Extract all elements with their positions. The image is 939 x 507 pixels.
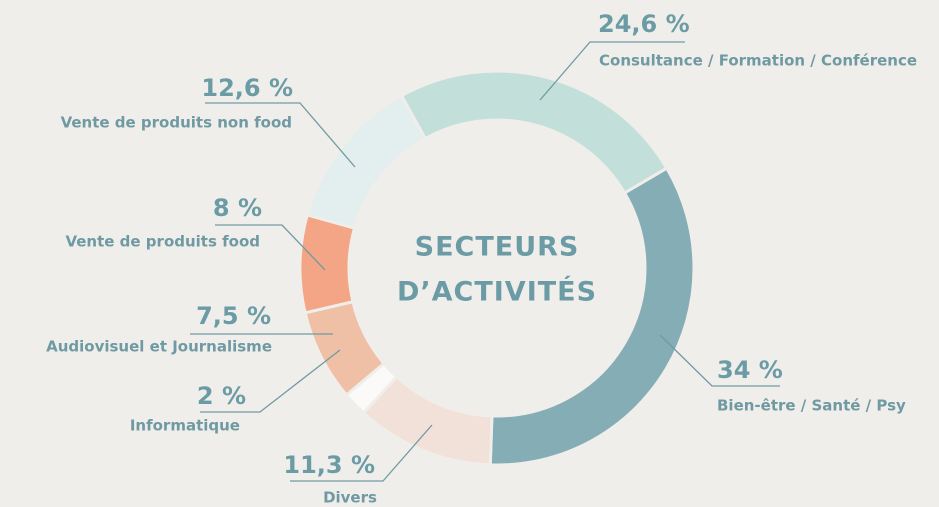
leader-line [290, 424, 433, 482]
donut-segment [488, 166, 696, 467]
category-label: Informatique [130, 417, 240, 435]
value-label: 34 % [717, 356, 783, 384]
category-label: Bien-être / Santé / Psy [717, 397, 906, 415]
donut-segment [305, 93, 428, 230]
category-label: Vente de produits food [65, 233, 260, 251]
leader-line [539, 41, 685, 101]
value-label: 12,6 % [201, 74, 293, 102]
leader-line [205, 102, 356, 168]
value-label: 2 % [197, 382, 246, 410]
leader-line [200, 349, 341, 413]
category-label: Audiovisuel et Journalisme [46, 338, 272, 356]
leader-line [215, 224, 326, 271]
center-title: D’ACTIVITÉS [397, 276, 597, 308]
donut-segment [399, 69, 669, 196]
donut-segment [298, 213, 357, 315]
category-label: Vente de produits non food [61, 114, 292, 132]
category-label: Divers [323, 489, 377, 507]
leader-line [659, 334, 780, 387]
center-title: SECTEURS [415, 232, 580, 263]
value-label: 24,6 % [598, 10, 690, 38]
category-label: Consultance / Formation / Conférence [599, 52, 917, 70]
value-label: 11,3 % [283, 451, 375, 479]
value-label: 7,5 % [196, 302, 271, 330]
value-label: 8 % [213, 194, 262, 222]
